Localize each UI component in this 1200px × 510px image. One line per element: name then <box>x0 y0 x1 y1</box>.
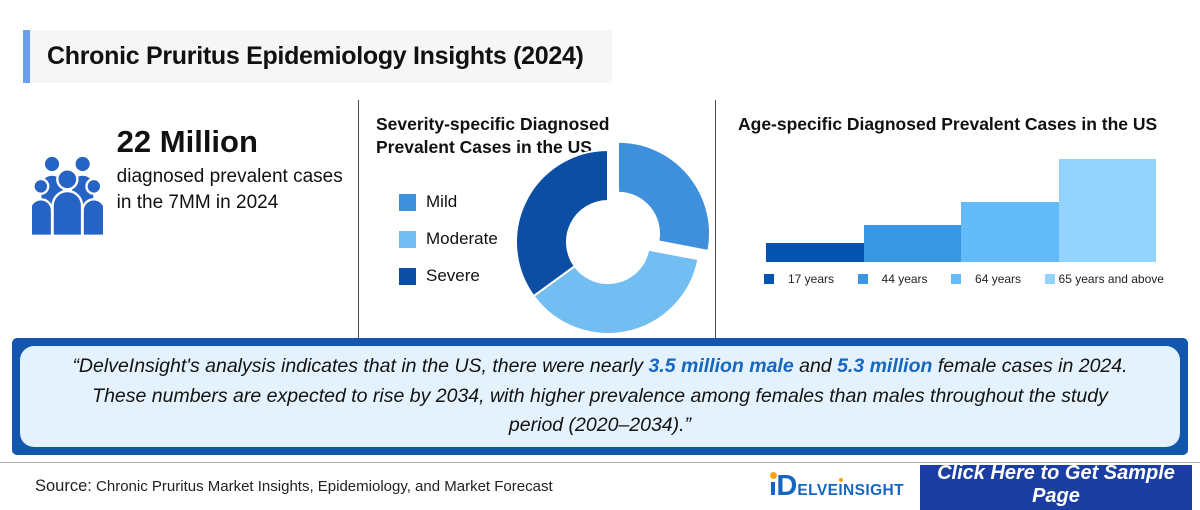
source-text: Chronic Pruritus Market Insights, Epidem… <box>96 478 553 495</box>
legend-item-severe: Severe <box>399 266 498 286</box>
key-stat-text: 22 Million diagnosed prevalent cases in … <box>117 124 352 264</box>
legend-swatch-icon <box>951 274 962 284</box>
legend-item-mild: Mild <box>399 192 498 212</box>
footer: Source: Chronic Pruritus Market Insights… <box>0 462 1200 510</box>
legend-label: Severe <box>426 266 480 285</box>
severity-chart-title: Severity-specific Diagnosed Prevalent Ca… <box>376 114 610 158</box>
logo-letter-d: D <box>770 472 797 501</box>
donut-segment-mild <box>617 140 712 253</box>
logo-orange-dot-icon <box>770 472 778 479</box>
legend-item-64-years: 64 years <box>951 272 1021 286</box>
quote-inner: “DelveInsight's analysis indicates that … <box>20 346 1180 447</box>
legend-item-17-years: 17 years <box>764 272 834 286</box>
quote-highlight: 3.5 million male <box>648 355 794 378</box>
key-stat-section: 22 Million diagnosed prevalent cases in … <box>0 100 358 338</box>
quote-text: “DelveInsight's analysis indicates that … <box>64 352 1136 441</box>
legend-swatch-icon <box>764 274 774 284</box>
legend-swatch-icon <box>399 267 416 285</box>
people-group-icon <box>32 154 103 237</box>
key-stat-description: diagnosed prevalent cases in the 7MM in … <box>116 166 343 213</box>
legend-item-44-years: 44 years <box>857 272 928 286</box>
key-stat-value: 22 Million <box>116 124 258 159</box>
legend-swatch-icon <box>399 193 416 211</box>
delveinsight-logo: D ELVE INSIGHT <box>770 472 904 501</box>
age-chart-section: Age-specific Diagnosed Prevalent Cases i… <box>715 100 1200 338</box>
donut-segment-severe <box>515 148 609 298</box>
legend-label: 44 years <box>881 272 928 286</box>
age-chart-title: Age-specific Diagnosed Prevalent Cases i… <box>738 114 1158 134</box>
quote-highlight: 5.3 million <box>837 355 933 378</box>
severity-legend: Mild Moderate Severe <box>399 192 498 286</box>
quote-plain: female cases in 2024. These numbers are … <box>92 355 1128 437</box>
source-line: Source: Chronic Pruritus Market Insights… <box>35 477 553 496</box>
legend-label: Moderate <box>426 229 498 248</box>
logo-bar-icon <box>771 482 776 495</box>
age-legend: 17 years 44 years 64 years 65 years and abo… <box>764 272 1164 286</box>
legend-label: 64 years <box>975 272 1022 286</box>
page-title: Chronic Pruritus Epidemiology Insights (… <box>47 42 584 70</box>
legend-swatch-icon <box>857 274 868 284</box>
bar-17-years <box>766 243 864 262</box>
legend-swatch-icon <box>1044 274 1055 284</box>
legend-item-65-years-and-above: 65 years and above <box>1044 272 1164 286</box>
age-bar-chart <box>766 159 1156 262</box>
severity-chart-section: Severity-specific Diagnosed Prevalent Ca… <box>358 100 715 338</box>
severity-donut-chart <box>515 140 712 336</box>
top-row: 22 Million diagnosed prevalent cases in … <box>0 100 1200 338</box>
legend-label: 17 years <box>788 272 835 286</box>
legend-swatch-icon <box>399 230 416 248</box>
get-sample-page-label: Click Here to Get Sample Page <box>926 462 1186 510</box>
logo-wordmark: ELVE INSIGHT <box>797 478 904 500</box>
bar-65-years-and-above <box>1058 159 1156 262</box>
title-bar: Chronic Pruritus Epidemiology Insights (… <box>23 30 612 83</box>
get-sample-page-button[interactable]: Click Here to Get Sample Page <box>920 462 1192 510</box>
quote-plain: “DelveInsight's analysis indicates that … <box>72 355 649 378</box>
bar-64-years <box>961 202 1059 262</box>
bar-44-years <box>863 224 961 262</box>
donut-segment-moderate <box>532 248 700 336</box>
quote-box: “DelveInsight's analysis indicates that … <box>12 338 1188 455</box>
legend-label: 65 years and above <box>1058 272 1164 286</box>
legend-item-moderate: Moderate <box>399 229 498 249</box>
legend-label: Mild <box>426 192 458 211</box>
logo-i-dot-icon <box>839 478 844 482</box>
quote-plain: and <box>793 355 838 378</box>
source-label: Source: <box>35 477 92 495</box>
